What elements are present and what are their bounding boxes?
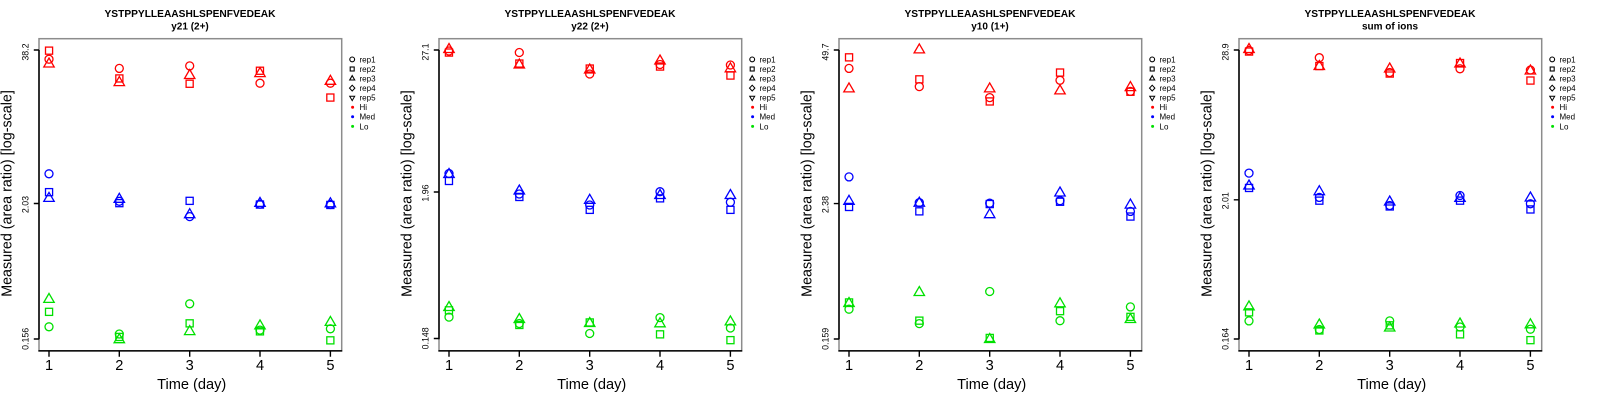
- svg-text:Time (day): Time (day): [1357, 377, 1426, 393]
- svg-text:rep4: rep4: [1560, 84, 1577, 93]
- svg-text:Measured (area ratio) [log-sca: Measured (area ratio) [log-scale]: [799, 90, 815, 297]
- svg-text:Med: Med: [760, 113, 776, 122]
- svg-text:3: 3: [186, 358, 194, 374]
- svg-text:28.9: 28.9: [1221, 43, 1231, 60]
- svg-text:3: 3: [1386, 358, 1394, 374]
- svg-text:49.7: 49.7: [821, 43, 831, 60]
- svg-text:0.148: 0.148: [421, 327, 431, 349]
- svg-text:2.38: 2.38: [821, 196, 831, 213]
- svg-text:Hi: Hi: [760, 103, 768, 112]
- svg-text:5: 5: [1126, 358, 1134, 374]
- svg-text:27.1: 27.1: [421, 43, 431, 60]
- svg-text:4: 4: [1456, 358, 1464, 374]
- svg-text:Measured (area ratio) [log-sca: Measured (area ratio) [log-scale]: [399, 90, 415, 297]
- svg-text:YSTPPYLLEAASHLSPENFVEDEAK: YSTPPYLLEAASHLSPENFVEDEAK: [505, 9, 677, 20]
- svg-text:YSTPPYLLEAASHLSPENFVEDEAK: YSTPPYLLEAASHLSPENFVEDEAK: [105, 9, 277, 20]
- svg-text:rep5: rep5: [760, 94, 777, 103]
- svg-text:38.2: 38.2: [21, 43, 31, 60]
- svg-text:5: 5: [1526, 358, 1534, 374]
- svg-text:1: 1: [45, 358, 53, 374]
- svg-text:3: 3: [986, 358, 994, 374]
- svg-text:5: 5: [726, 358, 734, 374]
- svg-text:rep5: rep5: [1160, 94, 1177, 103]
- svg-text:rep2: rep2: [360, 65, 377, 74]
- svg-text:Med: Med: [1160, 113, 1176, 122]
- svg-text:Med: Med: [360, 113, 376, 122]
- svg-text:YSTPPYLLEAASHLSPENFVEDEAK: YSTPPYLLEAASHLSPENFVEDEAK: [1305, 9, 1477, 20]
- svg-text:Measured (area ratio) [log-sca: Measured (area ratio) [log-scale]: [0, 90, 15, 297]
- svg-text:rep1: rep1: [1160, 55, 1177, 64]
- svg-text:rep3: rep3: [1160, 74, 1177, 83]
- svg-text:rep4: rep4: [1160, 84, 1177, 93]
- svg-text:YSTPPYLLEAASHLSPENFVEDEAK: YSTPPYLLEAASHLSPENFVEDEAK: [905, 9, 1077, 20]
- svg-text:rep1: rep1: [360, 55, 377, 64]
- svg-text:2: 2: [115, 358, 123, 374]
- svg-text:Time (day): Time (day): [157, 377, 226, 393]
- svg-text:rep5: rep5: [1560, 94, 1577, 103]
- svg-text:3: 3: [586, 358, 594, 374]
- svg-text:y22 (2+): y22 (2+): [571, 22, 609, 33]
- svg-text:2.03: 2.03: [21, 196, 31, 213]
- svg-text:1: 1: [1245, 358, 1253, 374]
- svg-text:0.164: 0.164: [1221, 328, 1231, 350]
- svg-text:Time (day): Time (day): [557, 377, 626, 393]
- svg-text:2: 2: [915, 358, 923, 374]
- svg-text:rep2: rep2: [1160, 65, 1177, 74]
- svg-text:rep1: rep1: [1560, 55, 1577, 64]
- svg-text:4: 4: [656, 358, 664, 374]
- svg-text:rep2: rep2: [760, 65, 777, 74]
- svg-text:4: 4: [1056, 358, 1064, 374]
- svg-text:2: 2: [515, 358, 523, 374]
- svg-text:rep3: rep3: [360, 74, 377, 83]
- svg-text:5: 5: [326, 358, 334, 374]
- svg-text:2.01: 2.01: [1221, 192, 1231, 209]
- svg-text:rep1: rep1: [760, 55, 777, 64]
- svg-text:Lo: Lo: [760, 122, 769, 131]
- svg-text:sum of ions: sum of ions: [1362, 22, 1419, 33]
- svg-text:y10 (1+): y10 (1+): [971, 22, 1009, 33]
- svg-text:Hi: Hi: [1560, 103, 1568, 112]
- svg-text:rep3: rep3: [1560, 74, 1577, 83]
- svg-text:0.156: 0.156: [21, 328, 31, 350]
- svg-text:Med: Med: [1560, 113, 1576, 122]
- svg-text:rep4: rep4: [760, 84, 777, 93]
- svg-text:Hi: Hi: [1160, 103, 1168, 112]
- svg-text:1: 1: [845, 358, 853, 374]
- svg-text:rep2: rep2: [1560, 65, 1577, 74]
- svg-text:1.96: 1.96: [421, 184, 431, 201]
- svg-text:Lo: Lo: [1160, 122, 1169, 131]
- svg-text:Measured (area ratio) [log-sca: Measured (area ratio) [log-scale]: [1199, 90, 1215, 297]
- svg-text:rep5: rep5: [360, 94, 377, 103]
- svg-text:0.159: 0.159: [821, 328, 831, 350]
- svg-text:y21 (2+): y21 (2+): [171, 22, 209, 33]
- svg-text:2: 2: [1315, 358, 1323, 374]
- svg-text:Hi: Hi: [360, 103, 368, 112]
- svg-text:Time (day): Time (day): [957, 377, 1026, 393]
- svg-text:1: 1: [445, 358, 453, 374]
- svg-text:rep4: rep4: [360, 84, 377, 93]
- svg-text:rep3: rep3: [760, 74, 777, 83]
- svg-text:4: 4: [256, 358, 264, 374]
- svg-text:Lo: Lo: [1560, 122, 1569, 131]
- svg-text:Lo: Lo: [360, 122, 369, 131]
